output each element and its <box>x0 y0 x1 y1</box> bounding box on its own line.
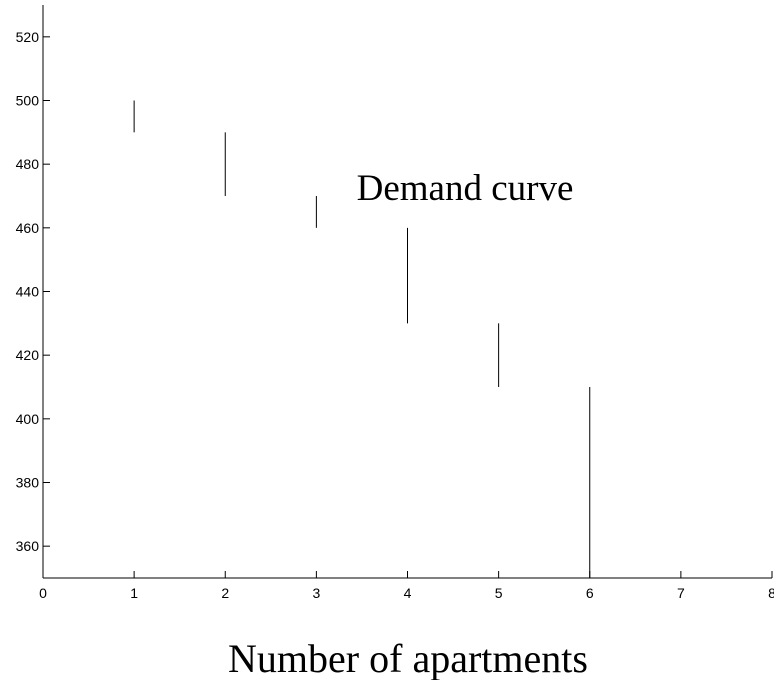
x-tick-label: 2 <box>221 585 229 601</box>
y-tick-label: 420 <box>16 347 40 363</box>
y-tick-label: 360 <box>16 538 40 554</box>
y-tick-label: 400 <box>16 411 40 427</box>
x-tick-label: 6 <box>586 585 594 601</box>
demand-segments <box>133 100 591 578</box>
x-tick-label: 4 <box>404 585 412 601</box>
x-axis-label: Number of apartments <box>228 636 588 680</box>
y-ticks: 360 380 400 420 440 460 480 500 520 <box>16 29 50 554</box>
y-tick-label: 520 <box>16 29 40 45</box>
x-tick-label: 3 <box>312 585 320 601</box>
x-ticks: 0 1 2 3 4 5 6 7 8 <box>39 571 774 601</box>
annotation-demand-curve: Demand curve <box>357 168 574 209</box>
y-tick-label: 460 <box>16 220 40 236</box>
x-tick-label: 1 <box>130 585 138 601</box>
x-tick-label: 7 <box>677 585 685 601</box>
y-tick-label: 440 <box>16 284 40 300</box>
y-tick-label: 500 <box>16 93 40 109</box>
x-tick-label: 8 <box>768 585 774 601</box>
y-tick-label: 480 <box>16 156 40 172</box>
y-tick-label: 380 <box>16 475 40 491</box>
x-tick-label: 0 <box>39 585 47 601</box>
x-tick-label: 5 <box>495 585 503 601</box>
